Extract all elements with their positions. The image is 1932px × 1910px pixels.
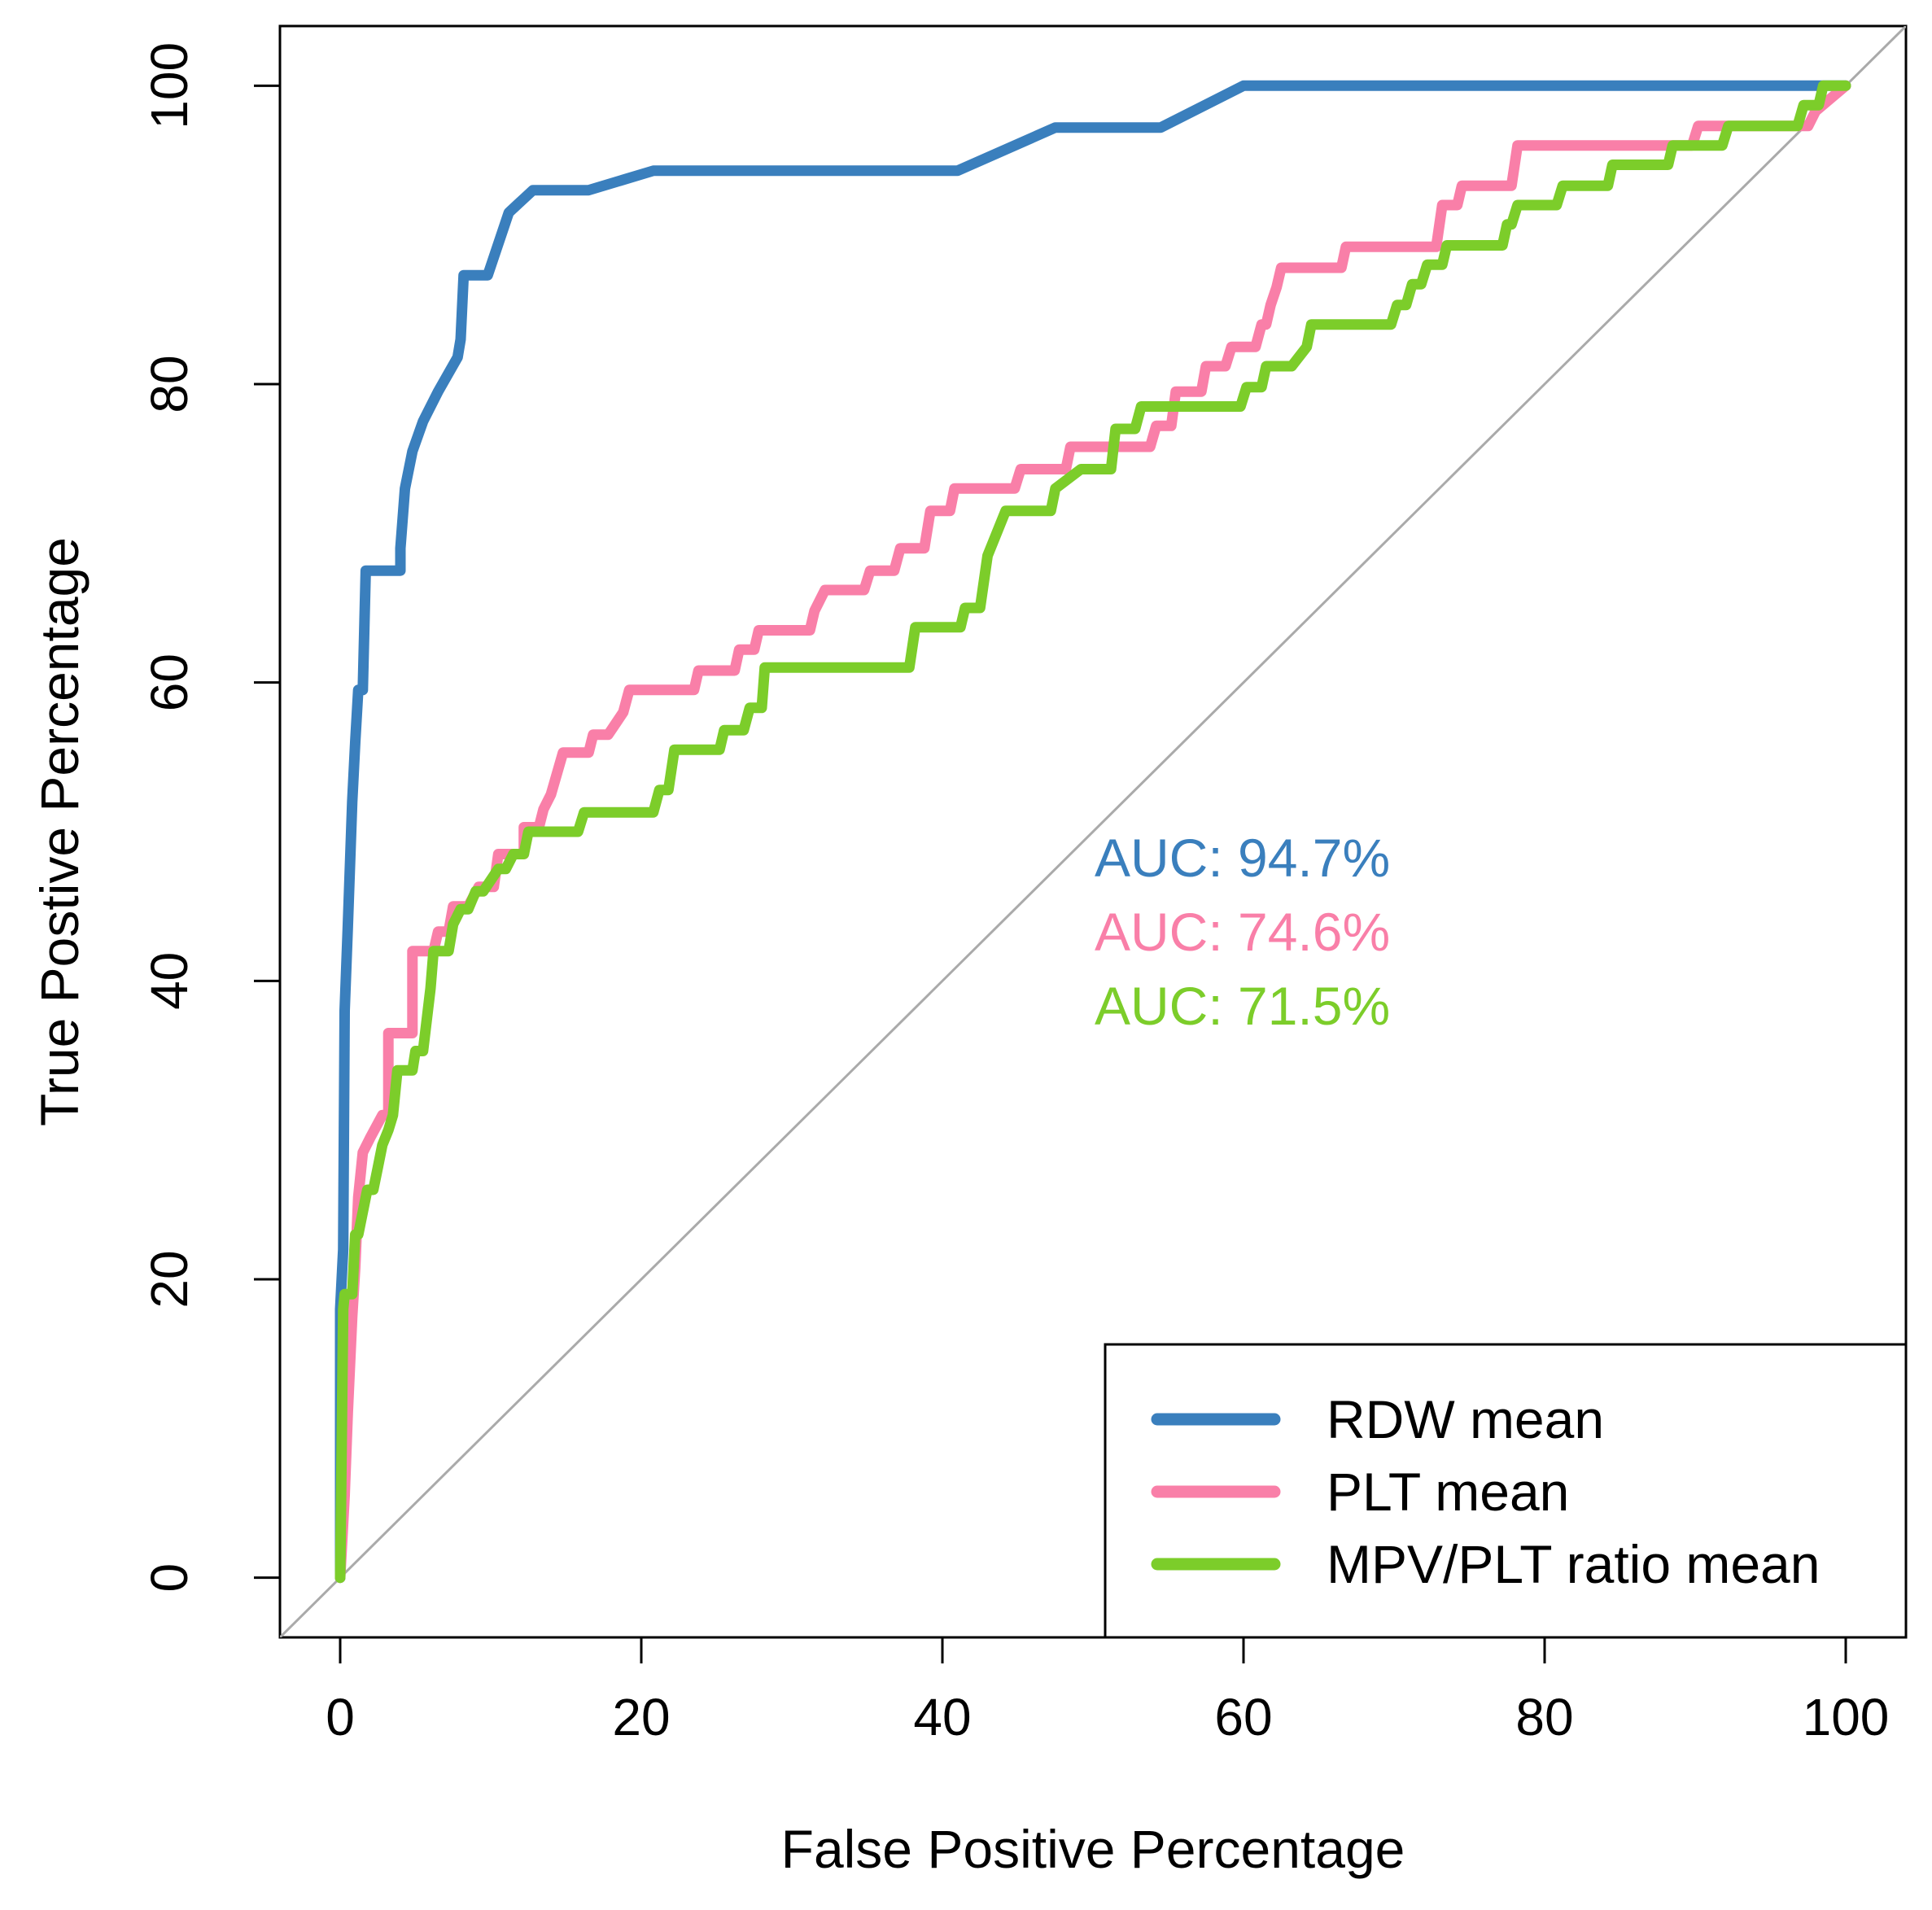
x-tick-label: 80 [1515,1688,1573,1746]
y-axis-title: True Postive Percentage [29,537,90,1126]
y-tick-label: 40 [140,952,199,1010]
x-tick-label: 60 [1214,1688,1272,1746]
auc-label-mpv-plt: AUC: 71.5% [1095,976,1390,1036]
x-tick-label: 20 [612,1688,670,1746]
y-tick-label: 100 [140,42,199,129]
legend-label-rdw: RDW mean [1327,1389,1604,1449]
legend: RDW mean PLT mean MPV/PLT ratio mean [1104,1343,1908,1639]
x-axis-title: False Positive Percentage [781,1819,1405,1879]
roc-line-mpv-plt-ratio-mean [334,80,1851,1584]
x-tick-label: 100 [1803,1688,1890,1746]
x-tick-label: 40 [913,1688,971,1746]
y-tick-label: 20 [140,1250,199,1308]
y-tick-label: 80 [140,355,199,413]
y-tick-label: 60 [140,653,199,711]
roc-line-rdw-mean [334,80,1851,1584]
reference-diagonal-line [280,26,1906,1637]
auc-label-rdw: AUC: 94.7% [1095,828,1390,888]
auc-annotations: AUC: 94.7% AUC: 74.6% AUC: 71.5% [1095,828,1390,1036]
legend-label-plt: PLT mean [1327,1462,1569,1522]
auc-label-plt: AUC: 74.6% [1095,902,1390,962]
x-tick-label: 0 [326,1688,355,1746]
legend-label-mpv-plt: MPV/PLT ratio mean [1327,1534,1820,1594]
y-tick-label: 0 [140,1563,199,1593]
